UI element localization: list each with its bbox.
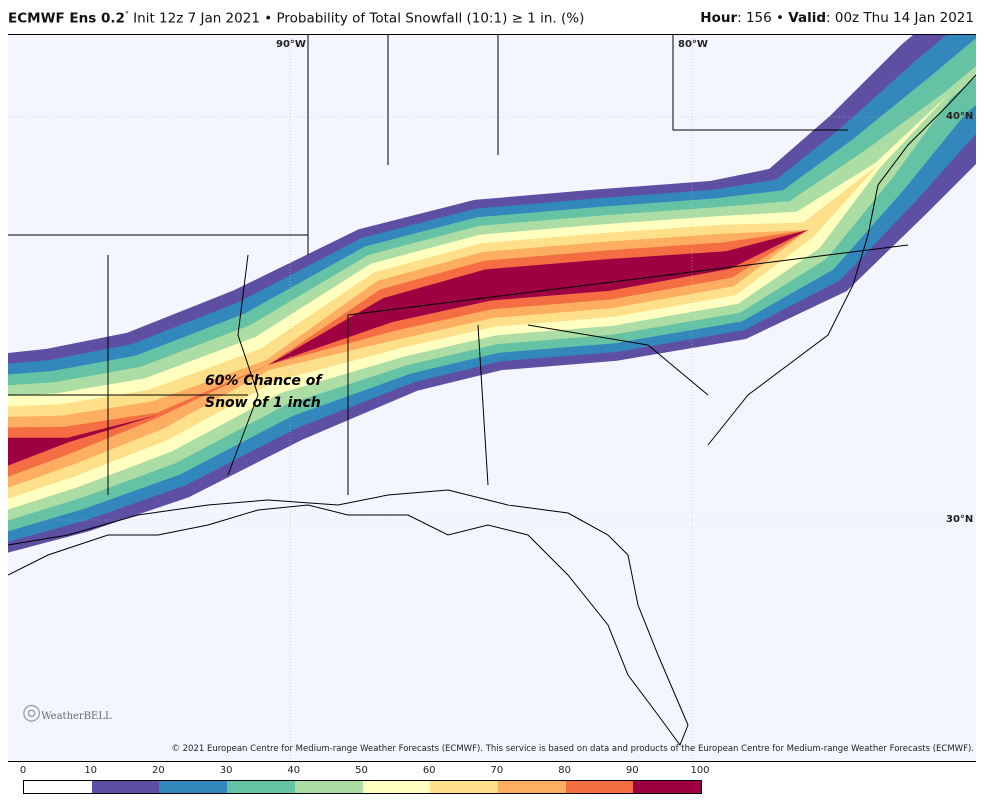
colorbar-tick: 100: [690, 765, 710, 776]
hour-value: : 156 •: [737, 10, 789, 26]
colorbar-swatch: [294, 781, 363, 793]
hour-label: Hour: [700, 10, 738, 26]
colorbar-tick: 80: [558, 765, 571, 776]
colorbar-tick: 40: [287, 765, 301, 776]
lat-40n-label: 40°N: [946, 111, 974, 122]
colorbar-tick: 0: [19, 765, 27, 776]
state-border: [8, 35, 909, 495]
map-canvas: [8, 35, 976, 761]
colorbar-swatch: [633, 781, 702, 793]
weatherbell-logo: ◎WeatherBELL: [22, 700, 112, 725]
product-name: • Probability of Total Snowfall (10:1) ≥…: [259, 10, 585, 27]
colorbar-swatch: [497, 781, 566, 793]
colorbar-swatch: [24, 781, 92, 793]
init-time: Init 12z 7 Jan 2021: [128, 10, 260, 27]
coastline: [8, 489, 689, 747]
copyright-notice: © 2021 European Centre for Medium-range …: [171, 744, 974, 754]
colorbar-tick: 30: [219, 765, 233, 776]
map-title: ECMWF Ens 0.2° Init 12z 7 Jan 2021 • Pro…: [8, 10, 974, 30]
colorbar-swatch: [159, 781, 228, 793]
lon-80w-label: 80°W: [678, 39, 708, 50]
colorbar-tick: 10: [84, 765, 98, 776]
colorbar-tick: 20: [152, 765, 165, 776]
valid-label: Valid: [788, 10, 827, 26]
annotation: 60% Chance of Snow of 1 inch: [205, 370, 321, 414]
colorbar-tick: 70: [490, 765, 504, 776]
colorbar-swatch: [430, 781, 498, 793]
lon-90w-label: 90°W: [276, 39, 306, 50]
model-name: ECMWF Ens 0.2: [8, 10, 125, 27]
colorbar-swatch: [91, 781, 160, 793]
valid-time: : 00z Thu 14 Jan 2021: [826, 10, 974, 26]
degree-sign: °: [124, 10, 129, 19]
colorbar-tick: 90: [625, 765, 639, 776]
colorbar-swatch: [362, 781, 431, 793]
coastline: [707, 74, 976, 446]
colorbar: [23, 780, 702, 794]
annotation-line-2: Snow of 1 inch: [205, 395, 321, 411]
colorbar-swatch: [227, 781, 295, 793]
annotation-line-1: 60% Chance of: [205, 373, 322, 389]
logo-text: WeatherBELL: [41, 711, 112, 722]
lat-30n-label: 30°N: [946, 514, 974, 525]
colorbar-tick: 50: [355, 765, 368, 776]
colorbar-tick: 60: [422, 765, 436, 776]
colorbar-swatch: [565, 781, 634, 793]
snowfall-probability-map[interactable]: 90°W 80°W 40°N 30°N 60% Chance of Snow o…: [8, 34, 976, 762]
